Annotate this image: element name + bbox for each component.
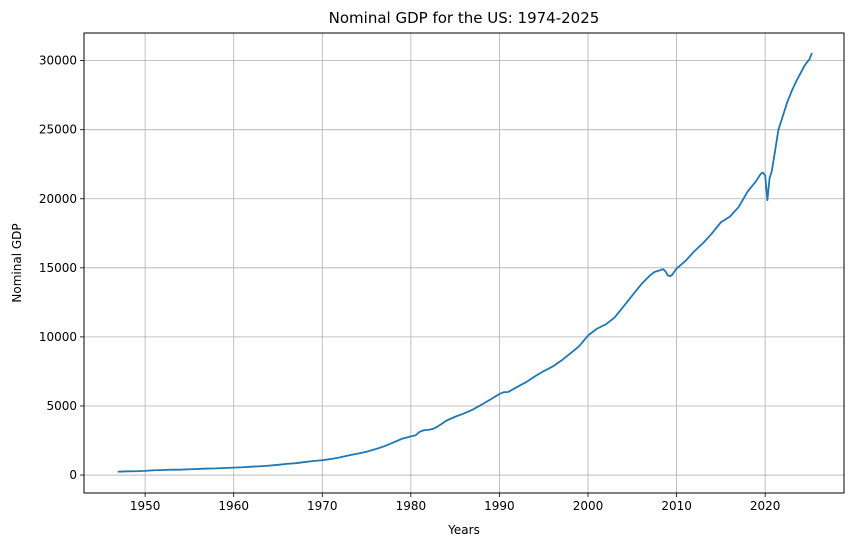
x-tick-label: 1960 bbox=[218, 499, 249, 513]
chart-title: Nominal GDP for the US: 1974-2025 bbox=[329, 9, 600, 27]
y-tick-label: 30000 bbox=[39, 54, 77, 68]
y-tick-label: 25000 bbox=[39, 123, 77, 137]
y-tick-label: 5000 bbox=[46, 399, 77, 413]
x-tick-label: 1970 bbox=[307, 499, 338, 513]
x-tick-label: 2020 bbox=[750, 499, 781, 513]
x-tick-label: 1990 bbox=[484, 499, 515, 513]
x-axis-label: Years bbox=[447, 523, 480, 537]
y-tick-label: 0 bbox=[69, 468, 77, 482]
series-layer bbox=[117, 52, 813, 473]
plot-area-frame bbox=[83, 32, 845, 494]
y-tick-label: 15000 bbox=[39, 261, 77, 275]
y-axis-label: Nominal GDP bbox=[10, 223, 24, 302]
gdp-series-line bbox=[117, 52, 813, 473]
x-tick-label: 2010 bbox=[661, 499, 692, 513]
y-tick-label: 20000 bbox=[39, 192, 77, 206]
x-tick-label: 2000 bbox=[573, 499, 604, 513]
x-tick-label: 1950 bbox=[130, 499, 161, 513]
x-tick-label: 1980 bbox=[396, 499, 427, 513]
grid bbox=[84, 33, 844, 493]
y-tick-label: 10000 bbox=[39, 330, 77, 344]
axis-ticks: 1950 1960 1970 1980 1990 2000 2010 2020 0 5000 100… bbox=[39, 54, 781, 513]
